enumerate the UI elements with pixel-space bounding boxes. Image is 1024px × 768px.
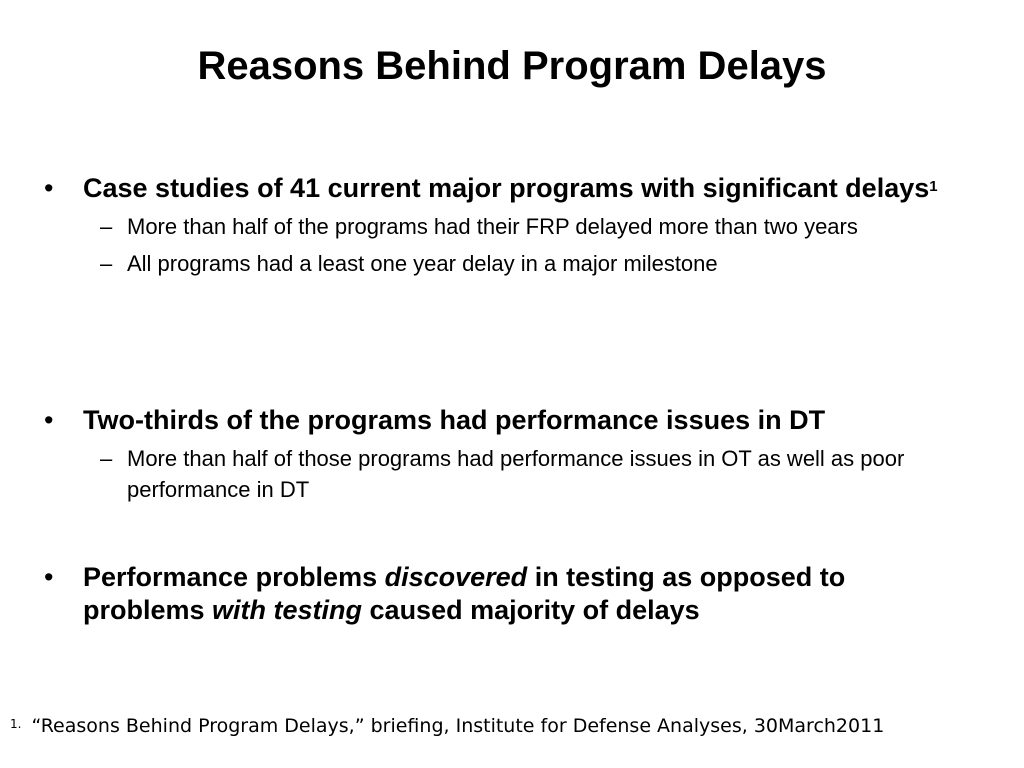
- bullet-text-emphasis-with-testing: with testing: [212, 595, 363, 625]
- sub-item: – All programs had a least one year dela…: [44, 248, 917, 279]
- bullet-text: Two-thirds of the programs had performan…: [83, 405, 826, 435]
- bullet-case-studies: • Case studies of 41 current major progr…: [44, 172, 944, 279]
- sub-dash: –: [100, 446, 113, 471]
- bullet-text-part: Performance problems: [83, 562, 385, 592]
- bullet-two-thirds: • Two-thirds of the programs had perform…: [44, 404, 944, 505]
- bullet-main-text: • Performance problems discovered in tes…: [44, 561, 944, 627]
- bullet-text-emphasis-discovered: discovered: [384, 562, 528, 592]
- footnote-ref: 1: [929, 178, 938, 195]
- bullet-text-part: in testing as opposed to problems: [83, 562, 846, 625]
- footnote-text: “Reasons Behind Program Delays,” briefin…: [31, 715, 885, 737]
- bullet-performance-problems: • Performance problems discovered in tes…: [44, 561, 944, 627]
- sub-item: – More than half of the programs had the…: [44, 211, 917, 242]
- footnote: 1. “Reasons Behind Program Delays,” brief…: [10, 712, 884, 740]
- bullet-main-text: • Two-thirds of the programs had perform…: [44, 404, 944, 437]
- sub-dash: –: [100, 214, 113, 239]
- bullet-dot: •: [44, 405, 54, 435]
- bullet-text-part: caused majority of delays: [362, 595, 700, 625]
- bullet-main-text: • Case studies of 41 current major progr…: [44, 172, 944, 205]
- sub-item-text: More than half of those programs had per…: [127, 446, 905, 502]
- footnote-number: 1.: [10, 717, 22, 731]
- bullet-dot: •: [44, 562, 54, 592]
- sub-dash: –: [100, 251, 113, 276]
- slide-title: Reasons Behind Program Delays: [197, 44, 827, 88]
- bullet-text: Case studies of 41 current major program…: [83, 173, 930, 203]
- bullet-dot: •: [44, 173, 54, 203]
- sub-item: – More than half of those programs had p…: [44, 443, 917, 505]
- sub-item-text: All programs had a least one year delay …: [127, 251, 718, 276]
- sub-item-text: More than half of the programs had their…: [127, 214, 858, 239]
